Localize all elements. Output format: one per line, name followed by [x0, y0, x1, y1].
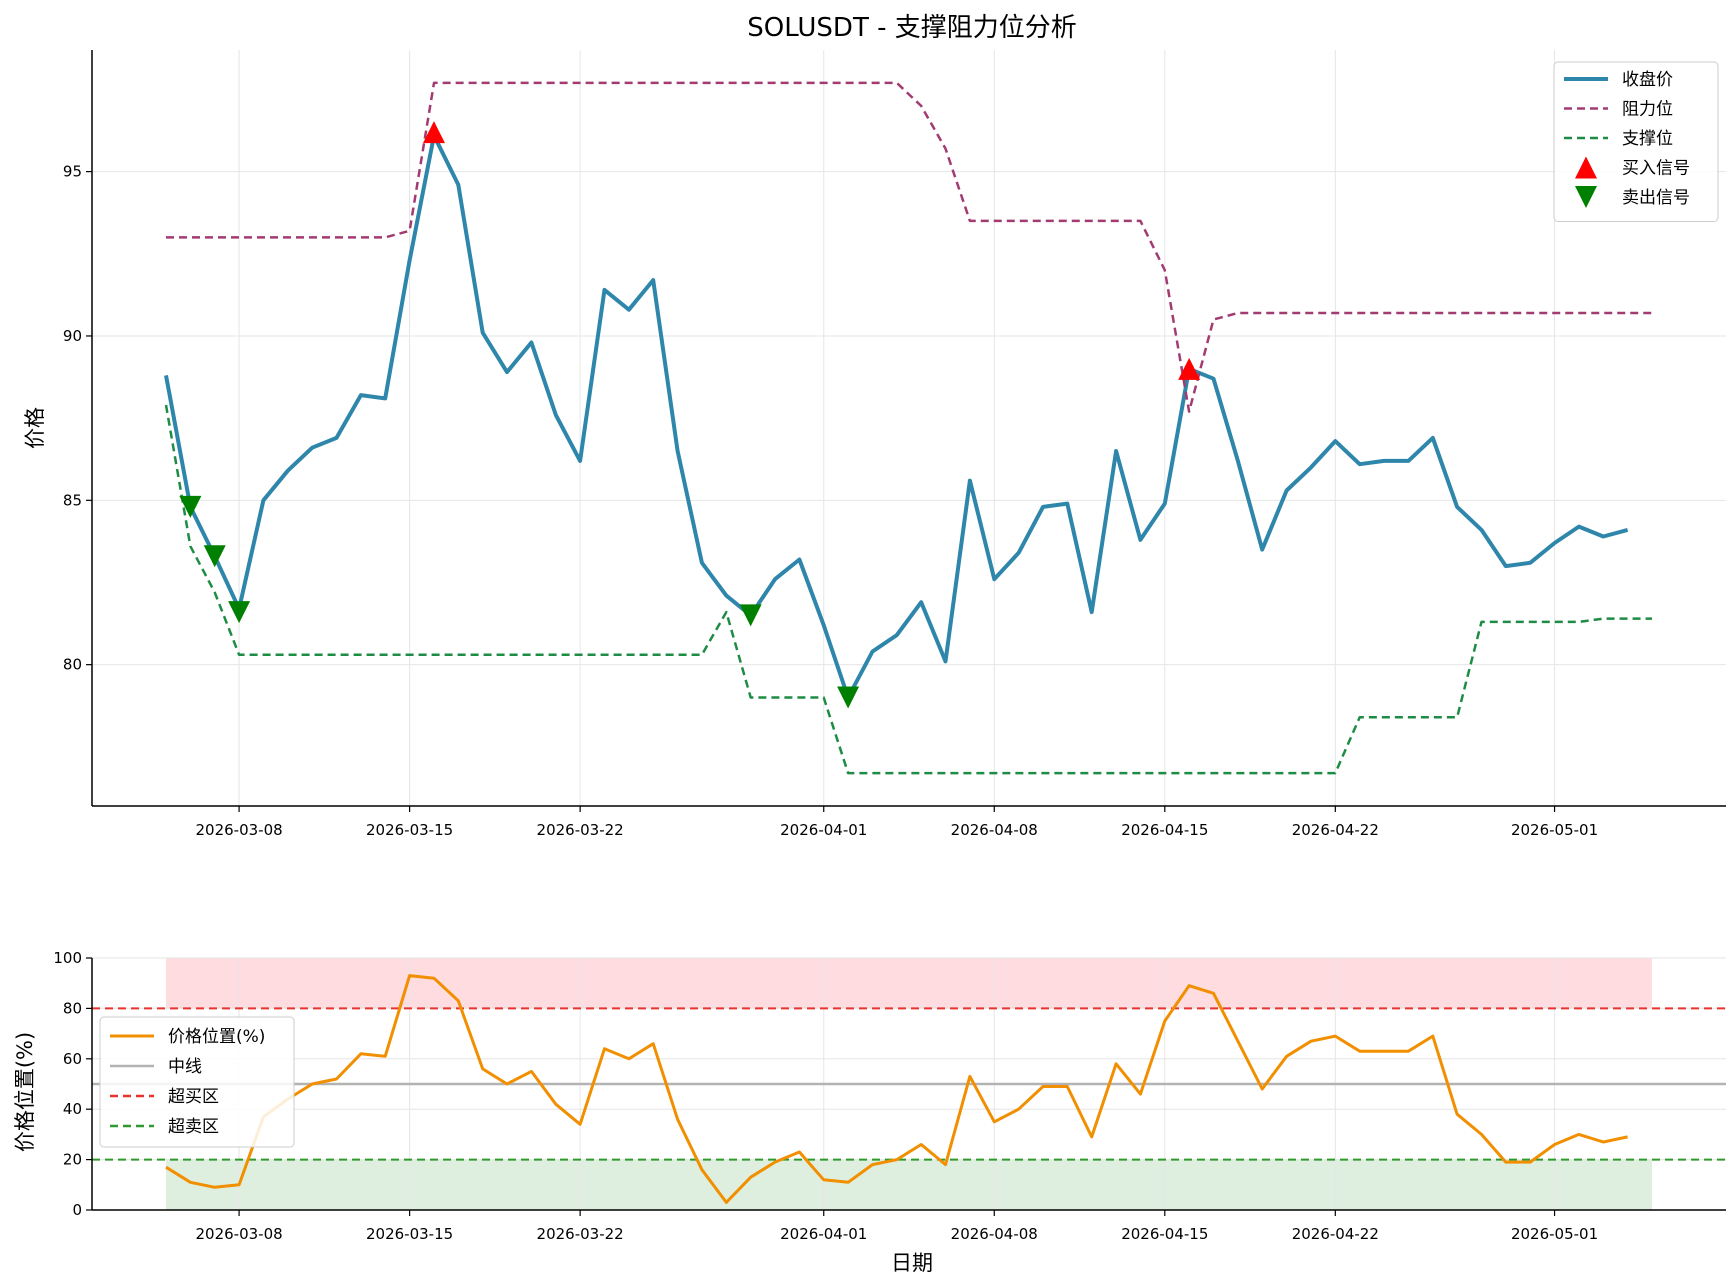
- price-axes: [91, 50, 1726, 807]
- signal-markers: [179, 121, 1201, 709]
- position-x-tick-label: 2026-04-15: [1121, 1225, 1208, 1243]
- price-y-tick-label: 95: [63, 163, 82, 181]
- sell-signal-marker: [203, 545, 226, 568]
- position-y-tick-label: 0: [72, 1201, 82, 1219]
- price-x-tick-label: 2026-04-01: [780, 821, 867, 839]
- position-y-tick-label: 40: [63, 1100, 82, 1118]
- sell-signal-marker: [837, 686, 860, 709]
- position-legend-label: 价格位置(%): [168, 1027, 265, 1047]
- price-series-line-2: [164, 404, 1652, 775]
- price-gridlines: [92, 50, 1726, 806]
- position-legend-box: [99, 1016, 295, 1148]
- zone-band: [166, 1159, 1652, 1210]
- price-y-axis-label: 价格: [23, 407, 47, 449]
- price-series-line-1: [166, 81, 1652, 413]
- price-x-tick-label: 2026-03-08: [195, 821, 282, 839]
- sell-signal-marker: [179, 495, 202, 518]
- price-tick-labels: 80 85 90 95 2026-03-08 2026-03-15 2026-03-22 20…: [63, 163, 1598, 839]
- price-x-tick-label: 2026-03-15: [366, 821, 453, 839]
- position-y-tick-label: 60: [63, 1050, 82, 1068]
- x-axis-label: 日期: [891, 1251, 933, 1275]
- price-panel: 80 85 90 95 2026-03-08 2026-03-15 2026-03-22 20…: [23, 13, 1726, 839]
- price-y-tick-label: 80: [63, 656, 82, 674]
- buy-legend-marker: [1575, 156, 1597, 179]
- position-x-tick-label: 2026-04-22: [1292, 1225, 1379, 1243]
- price-series-group: [164, 81, 1652, 775]
- sell-signal-marker: [739, 604, 762, 627]
- position-legend-label: 超买区: [168, 1087, 219, 1107]
- position-x-tick-label: 2026-04-08: [951, 1225, 1038, 1243]
- buy-signal-marker: [422, 121, 445, 144]
- price-x-tick-label: 2026-04-15: [1121, 821, 1208, 839]
- price-legend-label: 阻力位: [1622, 100, 1673, 120]
- price-y-tick-label: 85: [63, 491, 82, 509]
- position-y-axis-label: 价格位置(%): [13, 1032, 37, 1152]
- price-legend-label: 买入信号: [1622, 159, 1690, 179]
- price-x-tick-label: 2026-04-08: [951, 821, 1038, 839]
- price-legend-label: 收盘价: [1622, 70, 1673, 90]
- position-panel: 0 20 40 60 80 100 2026-03-08 2026-03-15 2026-03-…: [13, 949, 1726, 1275]
- price-x-tick-label: 2026-04-22: [1292, 821, 1379, 839]
- position-x-tick-label: 2026-05-01: [1511, 1225, 1598, 1243]
- position-y-tick-label: 20: [63, 1151, 82, 1169]
- position-series-line: [165, 974, 1628, 1204]
- price-series-line-0: [164, 133, 1629, 700]
- price-x-tick-label: 2026-03-22: [537, 821, 624, 839]
- position-x-tick-label: 2026-03-22: [537, 1225, 624, 1243]
- buy-signal-marker: [1178, 357, 1201, 380]
- position-x-tick-label: 2026-04-01: [780, 1225, 867, 1243]
- position-x-tick-label: 2026-03-08: [195, 1225, 282, 1243]
- position-axes: [91, 958, 1726, 1211]
- price-x-tick-label: 2026-05-01: [1511, 821, 1598, 839]
- position-x-tick-label: 2026-03-15: [366, 1225, 453, 1243]
- price-legend-box: [1553, 61, 1719, 222]
- position-legend-label: 中线: [168, 1057, 202, 1077]
- price-legend-label: 支撑位: [1622, 129, 1673, 149]
- chart-title: SOLUSDT - 支撑阻力位分析: [747, 13, 1077, 43]
- price-y-tick-label: 90: [63, 327, 82, 345]
- position-legend-label: 超卖区: [168, 1117, 219, 1137]
- position-tick-labels: 0 20 40 60 80 100 2026-03-08 2026-03-15 2026-03-…: [53, 949, 1598, 1243]
- zone-band: [166, 958, 1652, 1009]
- position-series-group: [92, 974, 1726, 1204]
- sell-legend-marker: [1575, 186, 1597, 208]
- price-legend-label: 卖出信号: [1622, 188, 1690, 208]
- position-y-tick-label: 100: [53, 949, 82, 967]
- zone-bands: [166, 958, 1652, 1210]
- sell-signal-marker: [228, 601, 251, 624]
- position-y-tick-label: 80: [63, 999, 82, 1017]
